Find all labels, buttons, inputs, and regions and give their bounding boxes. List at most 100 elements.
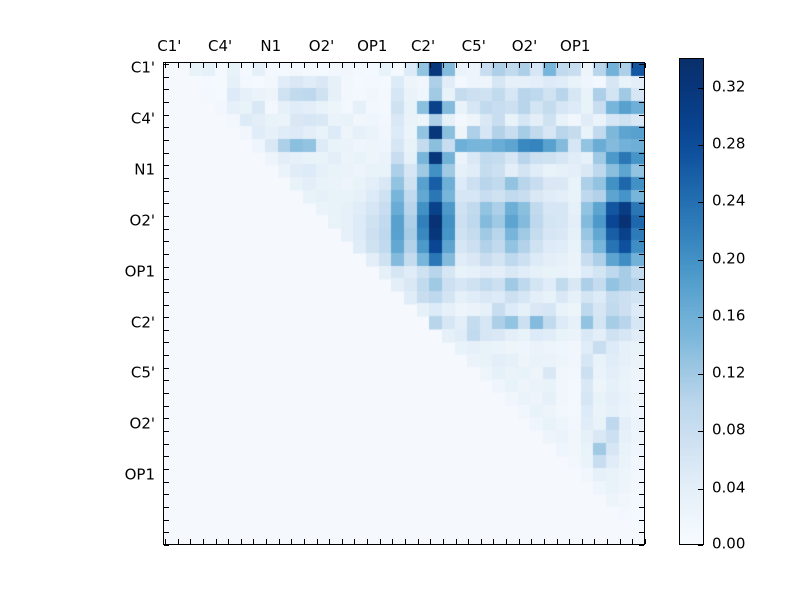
x-tick-top xyxy=(278,63,280,68)
y-tick-left xyxy=(164,64,169,65)
colorbar-tick-label: 0.28 xyxy=(712,134,746,153)
x-tick-bottom xyxy=(442,539,444,544)
x-tick-bottom xyxy=(215,539,217,544)
x-tick-bottom xyxy=(405,539,406,544)
x-tick-bottom xyxy=(518,539,520,544)
x-tick-top xyxy=(240,63,242,68)
y-tick-right xyxy=(639,342,644,344)
x-tick-top xyxy=(165,63,166,68)
y-tick-left xyxy=(164,405,169,407)
y-tick-right xyxy=(639,266,644,268)
y-tick-label: C4' xyxy=(130,109,155,128)
y-tick-left xyxy=(164,494,169,496)
y-tick-right xyxy=(639,507,644,509)
y-tick-left xyxy=(164,443,169,445)
y-tick-right xyxy=(639,380,644,382)
y-tick-left xyxy=(164,101,169,103)
x-tick-top xyxy=(632,63,634,68)
y-tick-left xyxy=(164,215,169,217)
x-tick-top xyxy=(303,63,305,68)
y-tick-left xyxy=(164,304,169,306)
x-tick-top xyxy=(417,63,419,68)
x-tick-bottom xyxy=(543,539,545,544)
y-tick-left xyxy=(164,507,169,509)
x-tick-top xyxy=(619,63,621,68)
y-tick-left xyxy=(164,266,169,268)
y-tick-left xyxy=(164,342,169,344)
x-tick-bottom xyxy=(291,539,293,544)
y-tick-left xyxy=(164,380,169,382)
colorbar-tick-label: 0.04 xyxy=(712,478,746,497)
x-tick-label: N1 xyxy=(260,37,282,55)
y-tick-left xyxy=(164,279,169,281)
x-tick-top xyxy=(253,63,255,68)
x-tick-top xyxy=(341,63,343,68)
x-tick-bottom xyxy=(341,539,343,544)
x-tick-top xyxy=(215,63,217,68)
x-tick-label: OP1 xyxy=(357,37,388,55)
y-tick-right xyxy=(639,469,644,471)
y-tick-right xyxy=(639,393,644,395)
y-tick-right xyxy=(639,329,644,331)
x-tick-bottom xyxy=(619,539,621,544)
y-tick-left xyxy=(164,127,169,129)
colorbar-tick xyxy=(698,431,703,433)
y-tick-right xyxy=(639,114,644,116)
x-tick-top xyxy=(468,63,470,68)
y-tick-right xyxy=(639,443,644,445)
y-tick-right xyxy=(639,203,644,205)
y-tick-label: N1 xyxy=(134,160,155,179)
y-tick-right xyxy=(639,177,644,179)
y-tick-right xyxy=(639,127,644,129)
x-tick-top xyxy=(190,63,192,68)
x-tick-top xyxy=(556,63,558,68)
y-tick-right xyxy=(639,367,644,369)
heatmap-image xyxy=(164,63,644,544)
y-tick-left xyxy=(164,481,169,483)
colorbar-tick xyxy=(698,87,703,89)
y-tick-label: C2' xyxy=(130,313,155,332)
x-tick-top xyxy=(594,63,596,68)
y-tick-left xyxy=(164,177,169,179)
x-tick-top xyxy=(316,63,318,68)
y-tick-left xyxy=(164,317,169,319)
y-tick-left xyxy=(164,89,169,91)
y-tick-label: O2' xyxy=(129,211,155,230)
y-tick-label: C1' xyxy=(130,58,155,77)
x-tick-bottom xyxy=(266,539,268,544)
y-tick-left xyxy=(164,469,169,471)
x-tick-bottom xyxy=(354,539,356,544)
x-tick-bottom xyxy=(367,539,369,544)
y-tick-left xyxy=(164,418,169,420)
colorbar-tick-label: 0.12 xyxy=(712,363,746,382)
y-tick-right xyxy=(639,355,644,357)
y-tick-label: O2' xyxy=(129,414,155,433)
y-tick-left xyxy=(164,532,169,534)
y-tick-right xyxy=(639,405,644,407)
y-tick-right xyxy=(639,317,644,319)
y-tick-left xyxy=(164,76,169,78)
x-tick-bottom xyxy=(607,539,609,544)
x-tick-bottom xyxy=(645,539,646,544)
y-tick-left xyxy=(164,393,169,395)
y-tick-right xyxy=(639,519,644,521)
x-tick-top xyxy=(379,63,381,68)
heatmap-axes xyxy=(163,62,646,546)
y-tick-right xyxy=(639,215,644,217)
y-tick-right xyxy=(639,64,644,65)
x-tick-bottom xyxy=(430,539,432,544)
x-tick-label: O2' xyxy=(308,37,335,55)
x-tick-bottom xyxy=(594,539,596,544)
y-tick-right xyxy=(639,279,644,281)
colorbar-tick-label: 0.08 xyxy=(712,420,746,439)
x-tick-bottom xyxy=(493,539,495,544)
x-tick-top xyxy=(531,63,533,68)
colorbar-tick xyxy=(698,545,703,546)
y-tick-right xyxy=(639,418,644,420)
colorbar-tick xyxy=(698,202,703,204)
y-tick-right xyxy=(639,241,644,243)
y-tick-left xyxy=(164,203,169,205)
x-tick-top xyxy=(291,63,293,68)
y-tick-left xyxy=(164,519,169,521)
